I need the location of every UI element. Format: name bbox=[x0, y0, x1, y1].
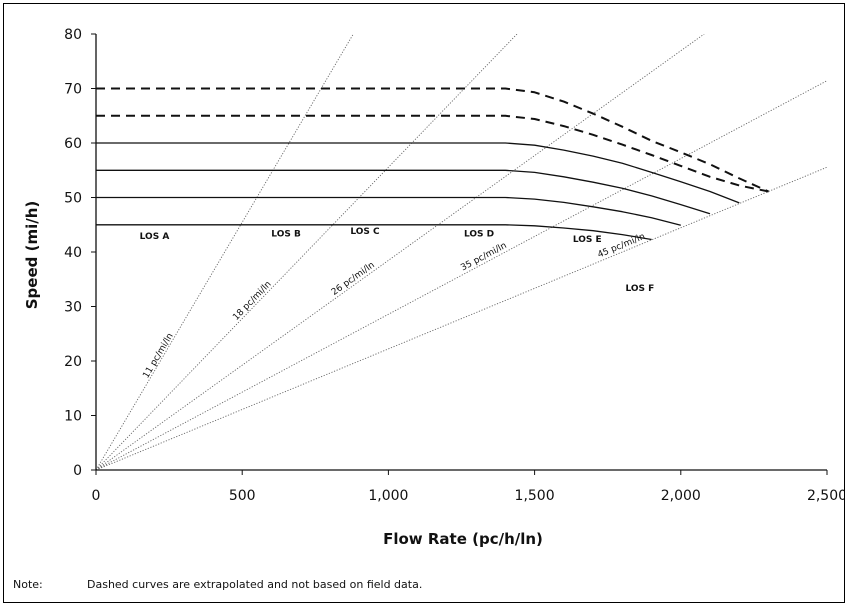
los-region-label: LOS C bbox=[350, 227, 380, 237]
y-axis-title: Speed (mi/h) bbox=[23, 201, 41, 310]
x-tick-label: 1,000 bbox=[368, 488, 408, 504]
note-text: Dashed curves are extrapolated and not b… bbox=[87, 578, 422, 591]
y-tick-label: 30 bbox=[64, 300, 82, 316]
speed-curve bbox=[96, 224, 652, 241]
los-region-label: LOS F bbox=[625, 284, 654, 294]
los-region-label: LOS E bbox=[573, 235, 602, 245]
speed-curve bbox=[96, 87, 769, 193]
density-line bbox=[96, 34, 354, 471]
x-axis-ticks: 0 500 1,000 1,500 2,000 2,500 bbox=[92, 470, 844, 504]
speed-flow-chart: 11 pc/mi/ln 18 pc/mi/ln 26 pc/mi/ln 35 pc/m… bbox=[13, 27, 844, 591]
y-tick-label: 60 bbox=[64, 136, 82, 152]
y-tick-label: 80 bbox=[64, 27, 82, 43]
y-tick-label: 20 bbox=[64, 354, 82, 370]
note-label: Note: bbox=[13, 578, 43, 591]
los-region-label: LOS B bbox=[271, 229, 301, 239]
los-region-label: LOS A bbox=[140, 232, 170, 242]
figure-frame: 11 pc/mi/ln 18 pc/mi/ln 26 pc/mi/ln 35 pc/m… bbox=[3, 3, 845, 603]
density-line-label: 18 pc/mi/ln bbox=[231, 279, 273, 322]
x-axis-title: Flow Rate (pc/h/ln) bbox=[383, 530, 543, 548]
y-tick-label: 40 bbox=[64, 245, 82, 261]
density-line-label: 26 pc/mi/ln bbox=[330, 260, 377, 298]
los-region-labels: LOS A LOS B LOS C LOS D LOS E LOS F bbox=[140, 227, 655, 294]
density-labels: 11 pc/mi/ln 18 pc/mi/ln 26 pc/mi/ln 35 pc/m… bbox=[141, 232, 646, 380]
y-axis-ticks: 0 10 20 30 40 50 60 70 80 bbox=[64, 27, 96, 479]
y-tick-label: 50 bbox=[64, 191, 82, 207]
y-tick-label: 70 bbox=[64, 82, 82, 98]
density-lines bbox=[96, 34, 827, 471]
y-tick-label: 0 bbox=[73, 463, 82, 479]
speed-flow-curves bbox=[96, 87, 769, 241]
speed-curve bbox=[96, 142, 740, 204]
axes bbox=[95, 34, 827, 471]
x-tick-label: 2,500 bbox=[807, 488, 844, 504]
density-line bbox=[96, 34, 518, 471]
density-line bbox=[96, 166, 827, 471]
density-line-label: 35 pc/mi/ln bbox=[459, 241, 508, 274]
los-region-label: LOS D bbox=[464, 229, 494, 239]
density-line bbox=[96, 80, 827, 471]
speed-curve bbox=[96, 114, 769, 193]
x-tick-label: 500 bbox=[229, 488, 256, 504]
x-tick-label: 0 bbox=[92, 488, 101, 504]
density-line-label: 45 pc/mi/ln bbox=[596, 232, 646, 261]
x-tick-label: 1,500 bbox=[515, 488, 555, 504]
y-tick-label: 10 bbox=[64, 409, 82, 425]
speed-curve bbox=[96, 196, 681, 226]
x-tick-label: 2,000 bbox=[661, 488, 701, 504]
speed-curve bbox=[96, 169, 711, 215]
density-line-label: 11 pc/mi/ln bbox=[141, 332, 175, 381]
